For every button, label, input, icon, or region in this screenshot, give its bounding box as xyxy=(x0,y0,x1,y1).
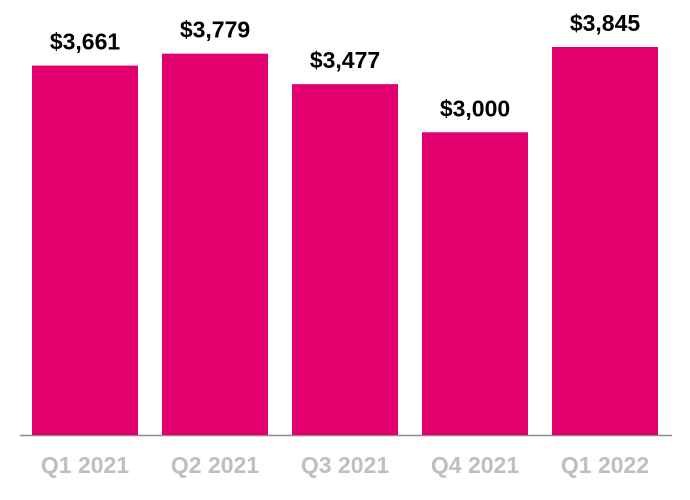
value-label: $3,000 xyxy=(440,95,510,121)
bar xyxy=(552,47,658,435)
bar xyxy=(422,132,528,436)
x-tick-label: Q3 2021 xyxy=(301,452,389,478)
x-tick-label: Q1 2021 xyxy=(41,452,129,478)
value-label: $3,779 xyxy=(180,17,250,43)
bar xyxy=(162,53,268,436)
x-tick-label: Q1 2022 xyxy=(561,452,649,478)
bar xyxy=(292,84,398,435)
value-label: $3,845 xyxy=(570,10,641,36)
bar xyxy=(32,65,138,435)
value-label: $3,661 xyxy=(50,29,121,55)
value-label: $3,477 xyxy=(310,47,380,73)
x-tick-label: Q2 2021 xyxy=(171,452,259,478)
x-tick-label: Q4 2021 xyxy=(431,452,519,478)
